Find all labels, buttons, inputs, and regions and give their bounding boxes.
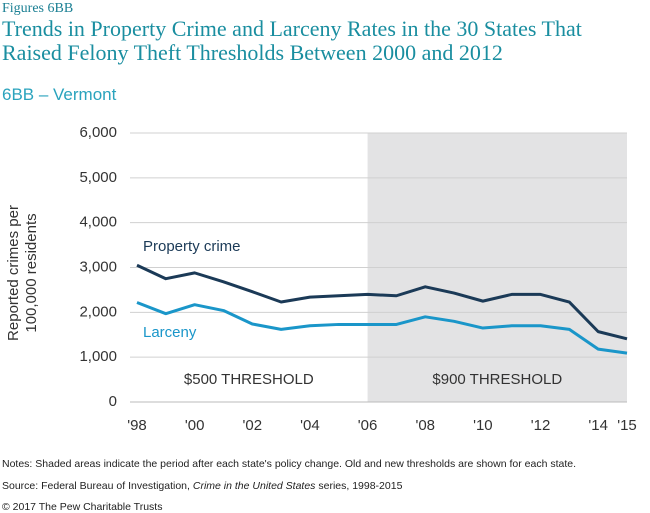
- x-tick-label: '98: [127, 417, 147, 434]
- notes: Notes: Shaded areas indicate the period …: [2, 458, 577, 470]
- y-axis-label: Reported crimes per 100,000 residents: [5, 205, 40, 341]
- figure-label: Figures 6BB: [2, 1, 74, 16]
- y-tick-label: 3,000: [79, 258, 117, 275]
- period-label: $900 THRESHOLD: [432, 371, 562, 388]
- x-tick-label: '08: [415, 417, 435, 434]
- x-tick-label: '02: [243, 417, 263, 434]
- source-text: Source: Federal Bureau of Investigation,: [2, 480, 193, 492]
- x-tick-label: '10: [473, 417, 493, 434]
- y-tick-label: 2,000: [79, 303, 117, 320]
- x-tick-label: '12: [531, 417, 551, 434]
- series-line: [136, 263, 628, 341]
- source-title: Crime in the United States: [192, 480, 316, 492]
- series-label: Larceny: [143, 324, 197, 341]
- x-tick-label: '04: [300, 417, 320, 434]
- y-tick-label: 6,000: [79, 124, 117, 141]
- x-tick-label: '15: [617, 417, 637, 434]
- y-tick-label: 0: [109, 393, 117, 410]
- x-tick-label: '06: [358, 417, 378, 434]
- source-text: series, 1998-2015: [315, 480, 403, 492]
- copyright: © 2017 The Pew Charitable Trusts: [2, 501, 163, 513]
- y-tick-label: 4,000: [79, 214, 117, 231]
- chart-subtitle: 6BB – Vermont: [2, 85, 117, 104]
- x-tick-label: '00: [185, 417, 205, 434]
- period-label: $500 THRESHOLD: [184, 371, 314, 388]
- y-tick-label: 5,000: [79, 169, 117, 186]
- chart-title: Trends in Property Crime and Larceny Rat…: [2, 16, 582, 65]
- source: Source: Federal Bureau of Investigation,…: [2, 480, 402, 492]
- x-tick-label: '14: [588, 417, 608, 434]
- series-label: Property crime: [143, 238, 241, 255]
- series-line: [136, 301, 628, 355]
- y-tick-label: 1,000: [79, 348, 117, 365]
